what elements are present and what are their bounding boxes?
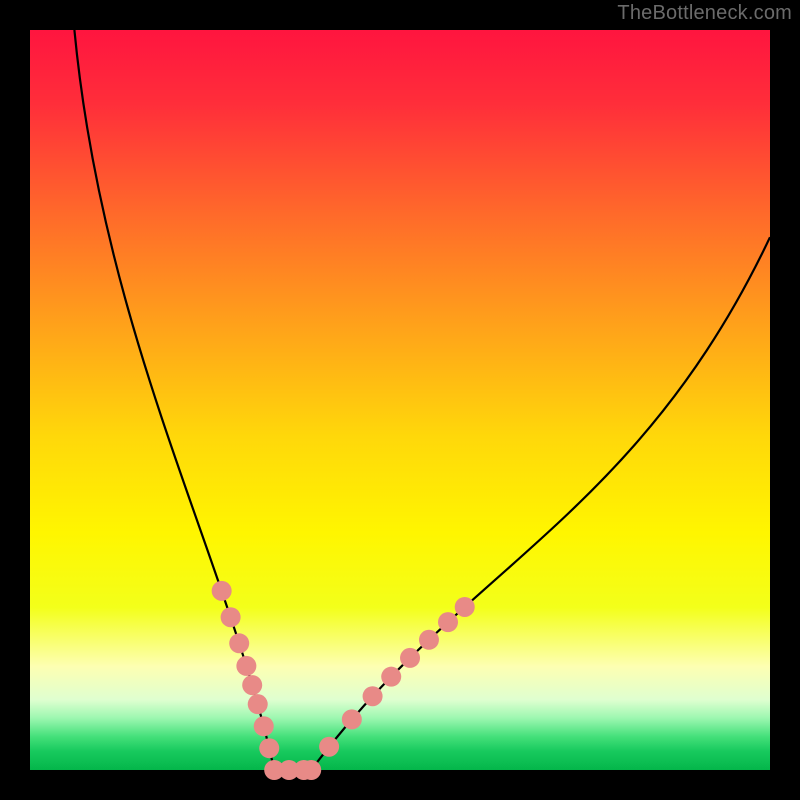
chart-container: TheBottleneck.com [0, 0, 800, 800]
data-marker [242, 675, 262, 695]
data-marker [236, 656, 256, 676]
data-marker [455, 597, 475, 617]
data-marker [419, 630, 439, 650]
gradient-background [30, 30, 770, 770]
data-marker [381, 667, 401, 687]
bottleneck-curve-chart [0, 0, 800, 800]
data-marker [259, 738, 279, 758]
data-marker [400, 648, 420, 668]
data-marker [319, 737, 339, 757]
data-marker [363, 686, 383, 706]
data-marker [342, 709, 362, 729]
data-marker [212, 581, 232, 601]
data-marker [221, 607, 241, 627]
data-marker [438, 612, 458, 632]
data-marker [301, 760, 321, 780]
data-marker [248, 694, 268, 714]
data-marker [254, 716, 274, 736]
data-marker [229, 633, 249, 653]
watermark-text: TheBottleneck.com [617, 2, 792, 25]
